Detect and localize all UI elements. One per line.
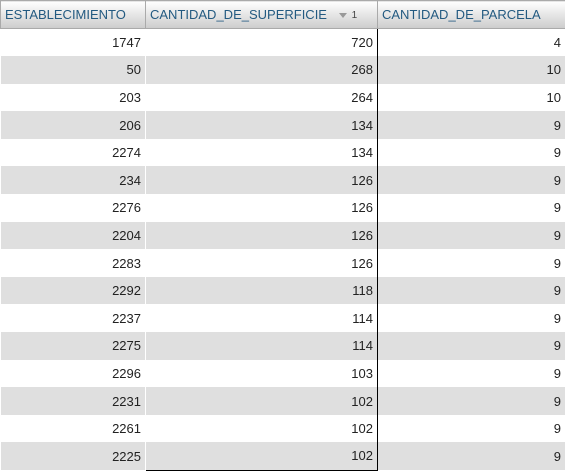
sort-desc-icon [338, 13, 347, 19]
cell-cantidad-de-superficie[interactable]: 126 [145, 221, 378, 250]
cell-cantidad-de-superficie[interactable]: 126 [145, 166, 378, 195]
cell-cantidad-de-superficie[interactable]: 102 [145, 387, 378, 415]
cell-cantidad-de-superficie[interactable]: 720 [145, 28, 378, 57]
cell-cantidad-de-parcela[interactable]: 9 [377, 194, 565, 222]
cell-cantidad-de-parcela[interactable]: 10 [377, 56, 565, 84]
column-header-label: ESTABLECIMIENTO [5, 7, 126, 22]
table-row[interactable]: 2296 103 9 [0, 359, 565, 388]
column-header-cantidad-de-parcela[interactable]: CANTIDAD_DE_PARCELA [377, 0, 565, 29]
table-row[interactable]: 2231 102 9 [0, 387, 565, 415]
cell-cantidad-de-superficie[interactable]: 126 [145, 249, 378, 277]
cell-cantidad-de-parcela[interactable]: 9 [377, 276, 565, 305]
cell-cantidad-de-superficie[interactable]: 102 [145, 414, 378, 443]
table-row[interactable]: 50 268 10 [0, 56, 565, 84]
table-row[interactable]: 2204 126 9 [0, 221, 565, 250]
cell-cantidad-de-parcela[interactable]: 9 [377, 359, 565, 388]
cell-establecimiento[interactable]: 2275 [0, 332, 146, 360]
cell-cantidad-de-superficie[interactable]: 268 [145, 56, 378, 84]
table-row[interactable]: 203 264 10 [0, 83, 565, 112]
cell-cantidad-de-parcela[interactable]: 9 [377, 387, 565, 415]
column-header-cantidad-de-superficie[interactable]: CANTIDAD_DE_SUPERFICIE 1 [145, 0, 378, 29]
cell-cantidad-de-parcela[interactable]: 10 [377, 83, 565, 112]
table-row[interactable]: 2275 114 9 [0, 332, 565, 360]
table-row[interactable]: 2261 102 9 [0, 414, 565, 443]
cell-establecimiento[interactable]: 2225 [0, 442, 146, 470]
cell-establecimiento[interactable]: 2237 [0, 304, 146, 333]
cell-cantidad-de-superficie[interactable]: 114 [145, 304, 378, 333]
cell-cantidad-de-superficie[interactable]: 134 [145, 111, 378, 139]
cell-establecimiento[interactable]: 1747 [0, 28, 146, 57]
cell-establecimiento[interactable]: 234 [0, 166, 146, 195]
table-body: 1747 720 4 50 268 10 203 264 10 206 134 9 2274 134 9 23… [0, 28, 565, 471]
cell-establecimiento[interactable]: 2283 [0, 249, 146, 277]
cell-cantidad-de-superficie[interactable]: 102 [145, 442, 378, 471]
table-row[interactable]: 234 126 9 [0, 166, 565, 195]
table-row[interactable]: 206 134 9 [0, 111, 565, 139]
cell-cantidad-de-parcela[interactable]: 9 [377, 414, 565, 443]
cell-cantidad-de-superficie[interactable]: 118 [145, 276, 378, 305]
cell-cantidad-de-parcela[interactable]: 9 [377, 332, 565, 360]
table-row[interactable]: 2225 102 9 [0, 442, 565, 471]
column-header-label: CANTIDAD_DE_PARCELA [382, 7, 541, 22]
cell-establecimiento[interactable]: 203 [0, 83, 146, 112]
cell-establecimiento[interactable]: 206 [0, 111, 146, 139]
cell-cantidad-de-parcela[interactable]: 9 [377, 221, 565, 250]
table-row[interactable]: 2276 126 9 [0, 194, 565, 222]
cell-cantidad-de-parcela[interactable]: 4 [377, 28, 565, 57]
cell-cantidad-de-parcela[interactable]: 9 [377, 166, 565, 195]
table-row[interactable]: 2292 118 9 [0, 276, 565, 305]
table-row[interactable]: 1747 720 4 [0, 28, 565, 57]
cell-cantidad-de-parcela[interactable]: 9 [377, 304, 565, 333]
cell-cantidad-de-superficie[interactable]: 103 [145, 359, 378, 388]
table-row[interactable]: 2237 114 9 [0, 304, 565, 333]
column-header-establecimiento[interactable]: ESTABLECIMIENTO [0, 0, 146, 29]
cell-cantidad-de-superficie[interactable]: 264 [145, 83, 378, 112]
cell-cantidad-de-parcela[interactable]: 9 [377, 138, 565, 167]
header-row: ESTABLECIMIENTO CANTIDAD_DE_SUPERFICIE 1… [0, 0, 565, 29]
cell-establecimiento[interactable]: 2276 [0, 194, 146, 222]
table-header: ESTABLECIMIENTO CANTIDAD_DE_SUPERFICIE 1… [0, 0, 565, 29]
cell-establecimiento[interactable]: 50 [0, 56, 146, 84]
table-row[interactable]: 2283 126 9 [0, 249, 565, 277]
cell-establecimiento[interactable]: 2292 [0, 276, 146, 305]
cell-establecimiento[interactable]: 2204 [0, 221, 146, 250]
cell-establecimiento[interactable]: 2296 [0, 359, 146, 388]
cell-cantidad-de-parcela[interactable]: 9 [377, 111, 565, 139]
sort-order-number: 1 [351, 10, 358, 22]
cell-establecimiento[interactable]: 2274 [0, 138, 146, 167]
cell-establecimiento[interactable]: 2261 [0, 414, 146, 443]
sort-indicator[interactable]: 1 [338, 10, 358, 22]
cell-cantidad-de-superficie[interactable]: 134 [145, 138, 378, 167]
cell-cantidad-de-parcela[interactable]: 9 [377, 249, 565, 277]
cell-establecimiento[interactable]: 2231 [0, 387, 146, 415]
table-row[interactable]: 2274 134 9 [0, 138, 565, 167]
cell-cantidad-de-superficie[interactable]: 126 [145, 194, 378, 222]
cell-cantidad-de-superficie[interactable]: 114 [145, 332, 378, 360]
cell-cantidad-de-parcela[interactable]: 9 [377, 442, 565, 470]
column-header-label: CANTIDAD_DE_SUPERFICIE [150, 7, 327, 22]
